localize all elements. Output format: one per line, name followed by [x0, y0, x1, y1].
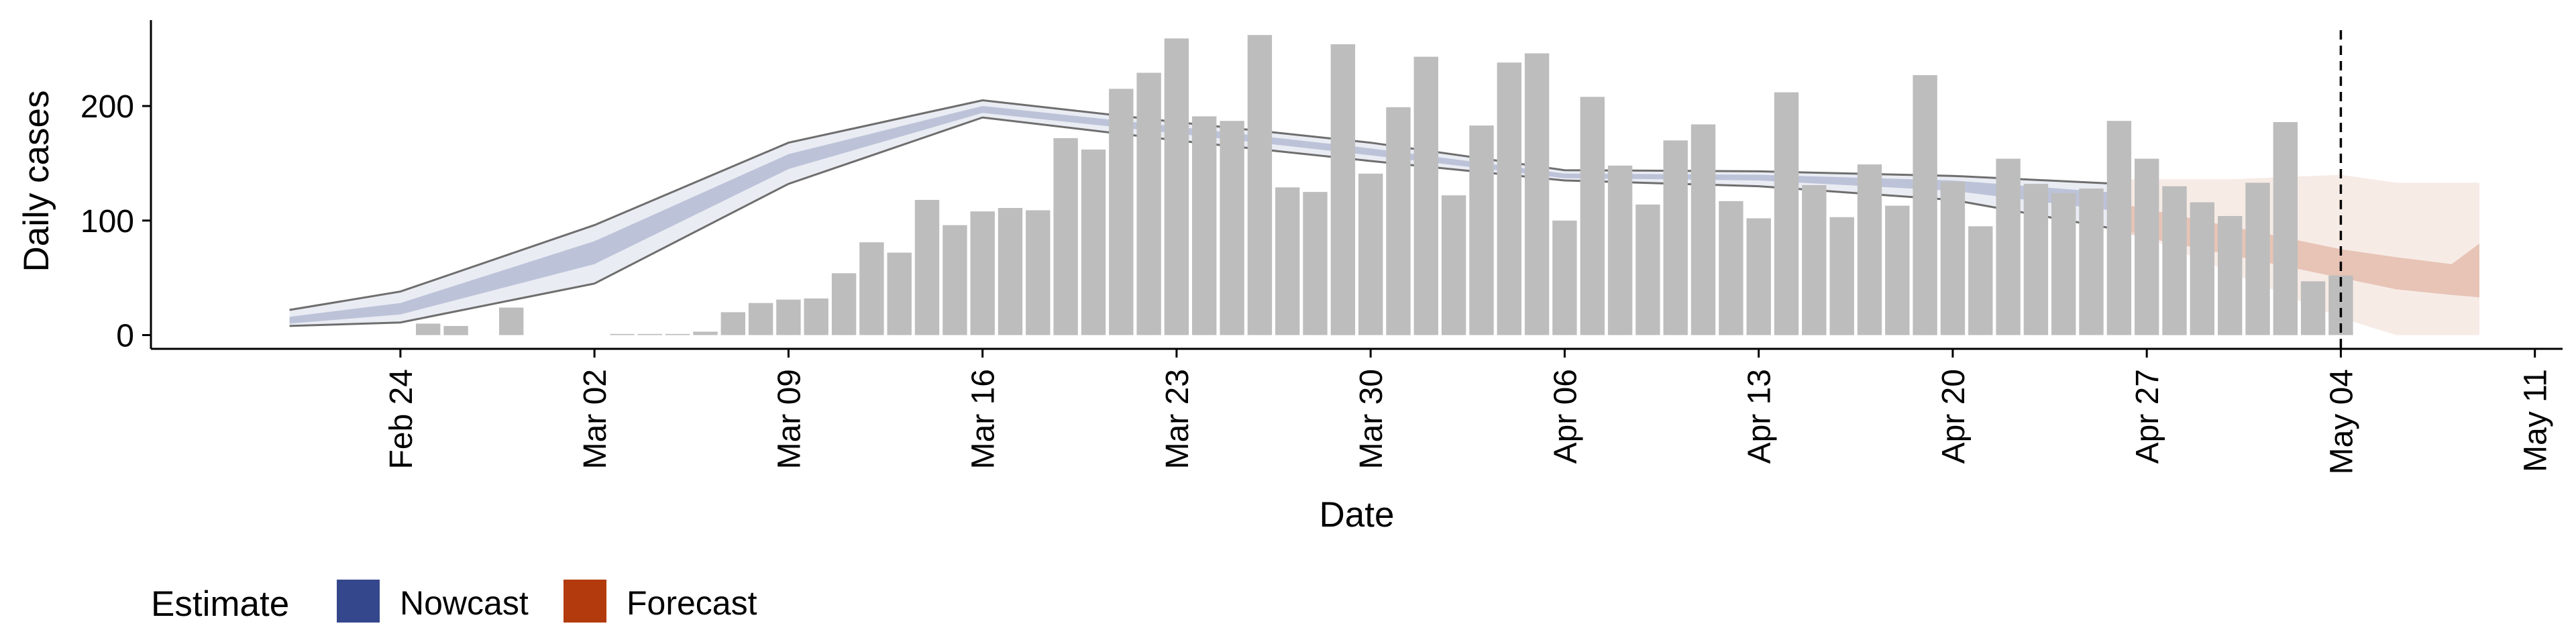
bar: [2190, 202, 2214, 335]
x-tick-label: Mar 02: [578, 369, 613, 469]
bar: [998, 208, 1023, 335]
bar: [2300, 281, 2326, 335]
y-tick-label: 100: [80, 204, 134, 239]
bar: [970, 211, 995, 335]
bar: [943, 225, 967, 335]
bar: [1192, 116, 1217, 335]
bar: [804, 298, 828, 335]
x-tick-label: Apr 06: [1548, 369, 1583, 464]
bar-layer: [416, 35, 2353, 335]
bar: [2023, 184, 2049, 335]
bar: [1940, 181, 1966, 335]
bar: [637, 333, 662, 335]
x-tick-label: May 11: [2518, 369, 2554, 472]
bar: [1746, 218, 1771, 335]
bar: [1719, 201, 1743, 335]
y-tick-label: 0: [116, 319, 134, 354]
x-tick-label: Mar 23: [1160, 369, 1195, 469]
bar: [1247, 35, 1273, 335]
bar: [443, 325, 468, 335]
bar: [1109, 89, 1134, 335]
bar: [1663, 140, 1688, 335]
legend-swatch-forecast: [564, 580, 606, 623]
legend: Estimate Nowcast Forecast: [151, 580, 757, 624]
bar: [1552, 220, 1577, 335]
axes-layer: [150, 20, 2563, 350]
bar: [1607, 165, 1633, 335]
y-tick-label: 200: [80, 89, 134, 125]
x-tick-label: Feb 24: [384, 369, 419, 469]
legend-swatch-nowcast: [337, 580, 380, 623]
nowcast-band-outer: [289, 100, 2119, 326]
bar: [1802, 184, 1827, 335]
x-tick-label: Mar 09: [771, 369, 807, 469]
bar: [1524, 53, 1550, 335]
bar: [416, 323, 441, 335]
legend-title: Estimate: [151, 584, 289, 624]
bar: [859, 242, 884, 335]
bar: [2135, 158, 2159, 335]
bar: [1303, 192, 1328, 335]
legend-label-forecast: Forecast: [627, 584, 757, 622]
bar: [1580, 97, 1605, 335]
bar: [1413, 56, 1438, 335]
bar: [665, 333, 690, 335]
bar: [1913, 75, 1937, 335]
x-tick-label: Apr 13: [1742, 369, 1778, 464]
bar: [1469, 125, 1494, 335]
bar: [2245, 182, 2270, 335]
bar: [2051, 193, 2076, 335]
bar: [1330, 44, 1356, 335]
bar: [1829, 217, 1854, 335]
bar: [1885, 205, 1910, 335]
bar: [720, 312, 745, 335]
bar: [1857, 164, 1882, 335]
bar: [1026, 210, 1051, 335]
bar: [1136, 72, 1161, 335]
bar: [1968, 226, 1993, 335]
bar: [2273, 122, 2298, 335]
x-tick-label: Mar 30: [1354, 369, 1389, 469]
x-tick-label: Mar 16: [966, 369, 1002, 469]
bar: [748, 303, 773, 335]
bar: [831, 273, 857, 335]
x-tick-label: Apr 27: [2130, 369, 2165, 464]
bar: [914, 200, 940, 335]
bar: [1774, 92, 1799, 335]
bar: [2218, 216, 2243, 335]
bar: [1635, 204, 1660, 335]
bar: [1996, 158, 2021, 335]
x-tick-label: Apr 20: [1936, 369, 1972, 464]
bar: [499, 307, 524, 335]
bar: [1081, 149, 1106, 335]
bar: [776, 299, 801, 335]
nowcast-band-inner: [289, 106, 2119, 324]
bar: [1441, 195, 1466, 335]
bar: [1386, 107, 1411, 335]
x-axis-title: Date: [1320, 495, 1395, 535]
bar: [2162, 186, 2187, 335]
bar: [1275, 187, 1300, 335]
bar: [1358, 173, 1383, 335]
bar: [1053, 138, 1078, 335]
y-axis-title: Daily cases: [17, 91, 56, 272]
bar: [2079, 189, 2104, 335]
x-tick-label: May 04: [2324, 369, 2359, 474]
bar: [2106, 121, 2132, 335]
bar: [1690, 124, 1716, 335]
bar: [1164, 38, 1189, 335]
bar: [887, 252, 912, 335]
bar: [1220, 121, 1244, 335]
legend-label-nowcast: Nowcast: [400, 584, 529, 622]
bar: [1497, 62, 1521, 335]
bar: [610, 333, 635, 335]
ticks-layer: Feb 24 Mar 02 Mar 09 Mar 16 Mar 23 Mar 30 Apr …: [80, 89, 2554, 474]
bar: [693, 331, 718, 335]
